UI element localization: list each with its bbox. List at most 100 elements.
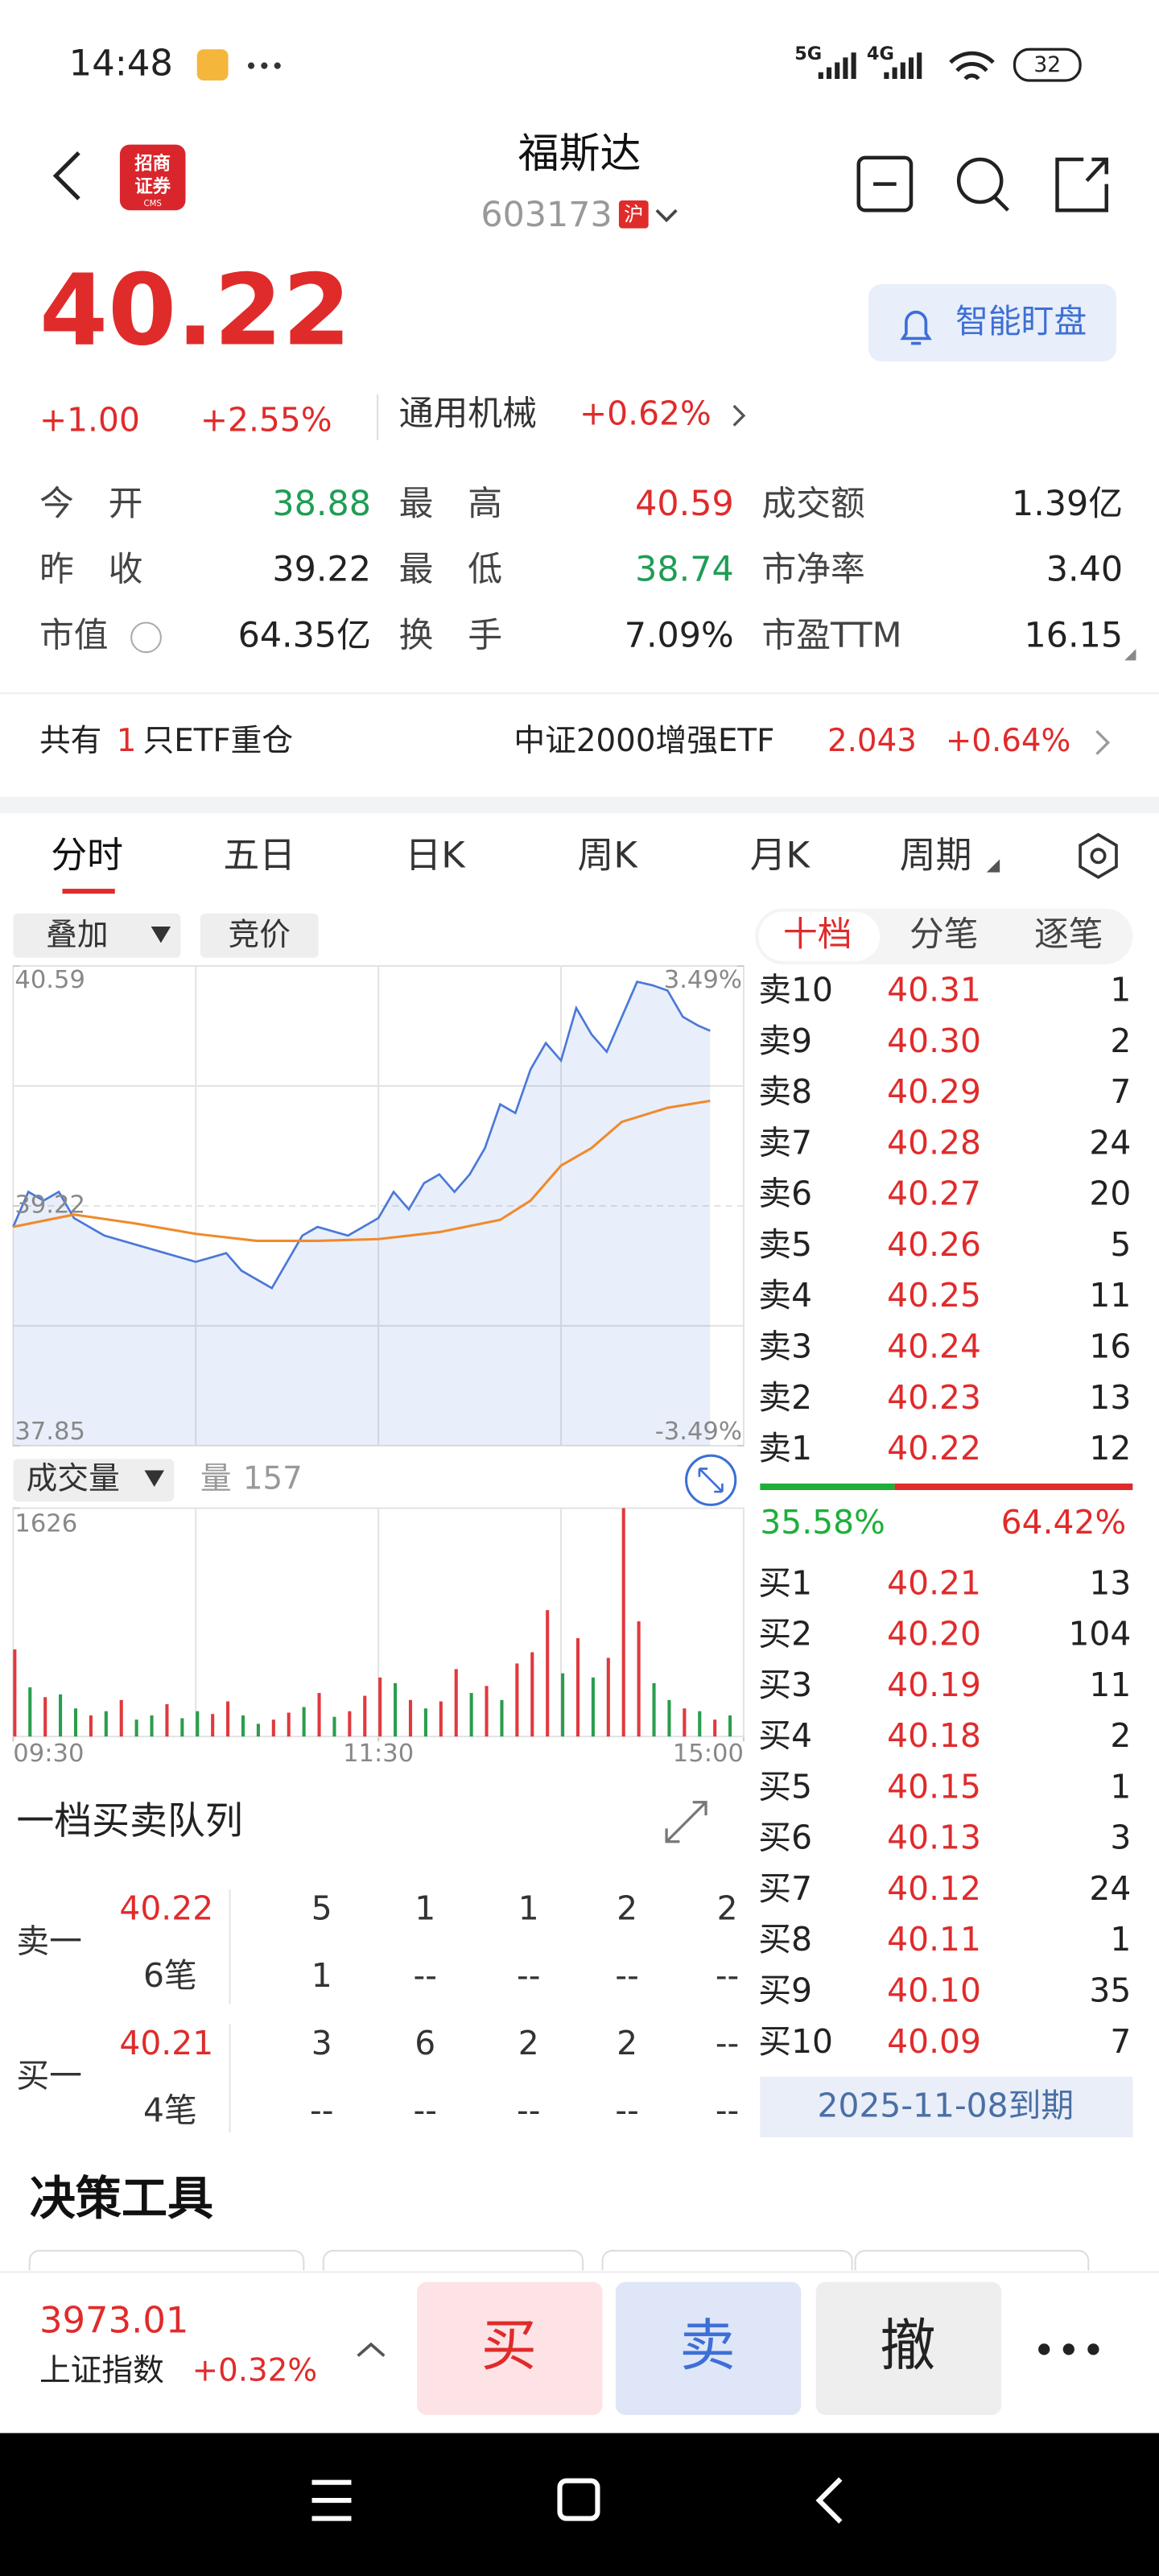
volume-bar — [150, 1715, 154, 1737]
back-key[interactable] — [815, 2477, 843, 2524]
tool-cards — [28, 2249, 1090, 2271]
volume-bar — [271, 1719, 275, 1737]
control-label: 竞价 — [229, 917, 291, 953]
book-volume: 12 — [1089, 1429, 1131, 1468]
book-volume: 2 — [1110, 1716, 1131, 1755]
book-tab[interactable]: 十档 — [783, 914, 852, 955]
book-price: 40.20 — [887, 1615, 981, 1653]
home-key[interactable] — [557, 2478, 600, 2521]
volume-bar — [332, 1716, 336, 1737]
book-level: 买6 — [758, 1818, 812, 1857]
book-volume: 20 — [1089, 1174, 1131, 1213]
more-button[interactable] — [1038, 2343, 1099, 2355]
chart-tab[interactable]: 分时 — [51, 833, 123, 876]
book-price: 40.10 — [887, 1971, 981, 2010]
expiry: 2025-11-08到期 — [818, 2086, 1074, 2124]
book-volume: 1 — [1110, 1767, 1131, 1806]
chart-tab[interactable]: 五日 — [223, 833, 295, 876]
book-level: 买1 — [758, 1563, 812, 1602]
y2-tick-label: -3.49% — [655, 1418, 742, 1446]
book-volume: 7 — [1110, 2022, 1131, 2061]
active-tab[interactable] — [758, 911, 881, 961]
settings-button[interactable] — [1079, 832, 1118, 879]
control-label: 叠加 — [46, 917, 108, 953]
queue-cell: -- — [716, 1956, 739, 1995]
trade-button-label[interactable]: 卖 — [679, 2314, 735, 2378]
network-label: 4G — [867, 43, 894, 64]
chart-tab[interactable]: 日K — [405, 833, 466, 876]
wifi-icon — [949, 51, 995, 80]
etf-count: 1 — [117, 723, 137, 759]
tab-arrow — [986, 859, 1000, 873]
book-tab[interactable]: 逐笔 — [1034, 914, 1103, 955]
y-tick-label: 1626 — [14, 1509, 77, 1538]
book-price: 40.18 — [887, 1716, 981, 1755]
volume-bar — [500, 1699, 504, 1737]
book-level: 买2 — [758, 1615, 812, 1653]
book-level: 卖2 — [758, 1378, 812, 1417]
last-price: 40.22 — [39, 253, 351, 368]
tab-underline — [62, 889, 115, 894]
stat-label: 最 高 — [399, 484, 502, 524]
book-price: 40.15 — [887, 1767, 981, 1806]
stat-label: 今 开 — [39, 484, 142, 524]
logo-text: 招商 — [134, 153, 171, 175]
chevron[interactable] — [732, 404, 746, 427]
trade-button-label[interactable]: 撤 — [880, 2314, 935, 2378]
book-price: 40.09 — [887, 2022, 981, 2061]
app-icon — [196, 49, 229, 80]
chart-tab[interactable]: 周K — [578, 833, 639, 876]
volume-bar — [394, 1682, 398, 1737]
volume-bar — [287, 1712, 291, 1737]
auction-button[interactable] — [200, 913, 319, 958]
share-button[interactable] — [1055, 157, 1108, 213]
volume-bar — [728, 1715, 732, 1737]
price-area — [13, 981, 711, 1446]
volume-button[interactable] — [13, 1459, 175, 1502]
back-button[interactable] — [52, 151, 80, 200]
volume-bar — [530, 1652, 534, 1737]
minus-button[interactable] — [856, 155, 914, 213]
y-tick-label: 40.59 — [14, 966, 85, 994]
volume-bar — [378, 1677, 382, 1737]
chart-tab[interactable]: 周期 — [900, 833, 972, 876]
sell-button[interactable] — [615, 2281, 802, 2415]
volume-bar — [104, 1711, 108, 1737]
zoom-button[interactable] — [685, 1454, 737, 1506]
book-price: 40.21 — [887, 1563, 981, 1602]
book-volume: 7 — [1110, 1072, 1131, 1111]
cancel-button[interactable] — [815, 2281, 1002, 2415]
menu-key[interactable] — [311, 2479, 352, 2521]
trade-button-label[interactable]: 买 — [481, 2314, 537, 2378]
book-level: 卖1 — [758, 1429, 812, 1468]
book-tab[interactable]: 分笔 — [909, 914, 979, 955]
volume-bar — [713, 1719, 717, 1737]
volume-bar — [546, 1610, 550, 1737]
volume-bar — [515, 1663, 519, 1737]
ratio-bar — [760, 1483, 895, 1491]
book-price: 40.24 — [887, 1327, 981, 1366]
dropdown[interactable] — [655, 208, 678, 223]
expand-index[interactable] — [357, 2342, 386, 2357]
overlay-button[interactable] — [13, 913, 181, 958]
buy-button[interactable] — [417, 2281, 603, 2415]
book-price: 40.25 — [887, 1276, 981, 1315]
book-level: 卖10 — [758, 971, 833, 1009]
chevron[interactable] — [1095, 730, 1111, 755]
search-button[interactable] — [956, 157, 1004, 204]
stat-label: 换 手 — [399, 615, 502, 655]
etf-prefix: 共有 — [39, 723, 101, 759]
smart-watch-button[interactable] — [868, 284, 1116, 361]
stat-value: 1.39亿 — [1012, 484, 1123, 524]
expand-button[interactable] — [665, 1801, 707, 1843]
ratio-bar — [894, 1483, 1133, 1491]
icon-part — [698, 1468, 724, 1493]
volume-bar — [119, 1699, 123, 1737]
info-icon[interactable] — [130, 621, 162, 654]
stat-label: 市净率 — [761, 550, 864, 590]
etf-name: 中证2000增强ETF — [514, 723, 774, 759]
chart-tab[interactable]: 月K — [750, 833, 811, 876]
price-line — [12, 980, 711, 1290]
stat-value: 64.35亿 — [238, 615, 371, 655]
